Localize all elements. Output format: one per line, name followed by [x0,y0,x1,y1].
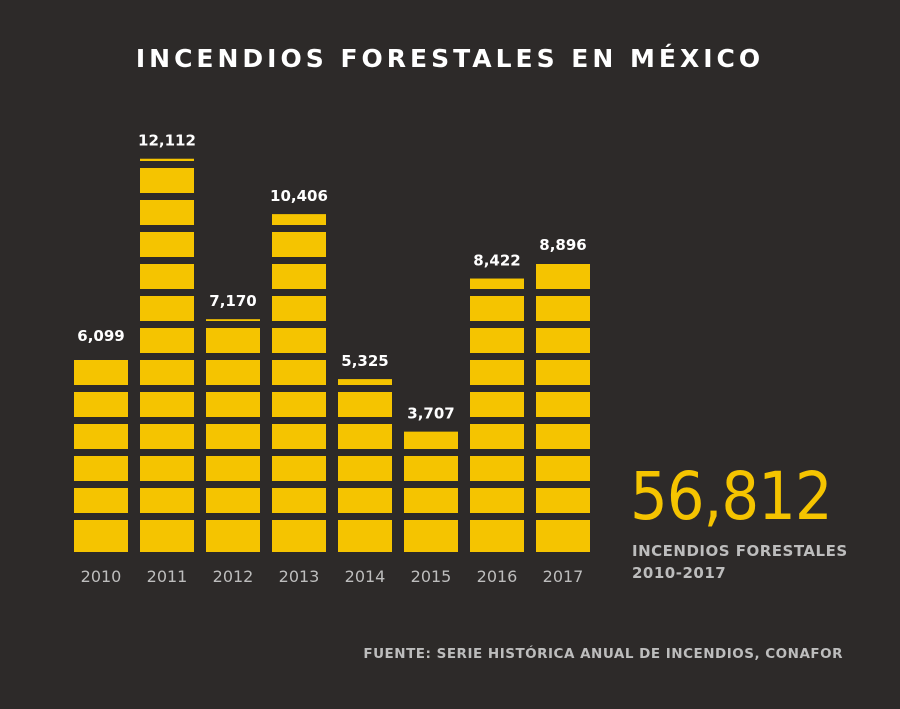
bar-fill [470,278,524,552]
bar-stripe [140,513,194,520]
bar-stripe [272,449,326,456]
bars-group [74,158,590,552]
bar-stripe [470,321,524,328]
bar-stripe [272,417,326,424]
bar-stripe [470,289,524,296]
value-label: 10,406 [270,187,328,205]
bar-stripe [140,257,194,264]
bar-stripe [140,449,194,456]
chart-title: INCENDIOS FORESTALES EN MÉXICO [135,44,765,73]
total-label-line2: 2010-2017 [632,564,727,582]
bar-stripe [74,513,128,520]
total-label: INCENDIOS FORESTALES 2010-2017 [632,540,848,584]
bar-stripe [140,417,194,424]
bar-stripe [470,481,524,488]
bar-stripe [470,513,524,520]
bar-2015 [404,431,458,552]
bar-stripe [206,513,260,520]
bar-stripe [272,225,326,232]
bar-stripe [536,481,590,488]
source-note: FUENTE: SERIE HISTÓRICA ANUAL DE INCENDI… [363,646,843,662]
bar-stripe [206,385,260,392]
bar-fill [338,379,392,552]
bar-stripe [140,385,194,392]
bar-stripe [338,449,392,456]
bar-stripe [272,481,326,488]
bar-stripe [206,417,260,424]
bar-stripe [272,257,326,264]
bar-stripe [272,385,326,392]
value-labels-group: 6,099 12,112 7,170 10,406 5,325 3,707 8,422 8,8… [77,132,586,423]
bar-stripe [272,353,326,360]
bar-stripe [404,449,458,456]
bar-stripe [140,353,194,360]
bar-stripe [338,481,392,488]
bar-2011 [140,158,194,552]
bar-stripe [404,513,458,520]
bar-stripe [140,225,194,232]
value-label: 3,707 [407,405,454,423]
bar-stripe [206,449,260,456]
bar-2010 [74,353,128,552]
bar-stripe [206,321,260,328]
bar-stripe [470,449,524,456]
bar-stripe [536,353,590,360]
bar-2012 [206,319,260,552]
value-label: 8,422 [473,252,520,270]
bar-stripe [272,289,326,296]
bar-stripe [74,449,128,456]
year-label: 2016 [477,567,518,586]
bar-stripe [536,417,590,424]
year-label: 2012 [213,567,254,586]
value-label: 5,325 [341,352,388,370]
bar-stripe [140,321,194,328]
year-label: 2013 [279,567,320,586]
bar-stripe [536,257,590,264]
value-label: 7,170 [209,292,256,310]
total-value: 56,812 [630,458,833,535]
bar-2013 [272,214,326,552]
bar-stripe [470,385,524,392]
bar-2016 [470,278,524,552]
value-label: 6,099 [77,327,124,345]
year-label: 2014 [345,567,386,586]
year-label: 2017 [543,567,584,586]
bar-2017 [536,257,590,552]
bar-stripe [536,449,590,456]
bar-stripe [470,353,524,360]
bar-stripe [338,385,392,392]
bar-stripe [470,417,524,424]
value-label: 8,896 [539,236,586,254]
bar-stripe [536,513,590,520]
total-label-line1: INCENDIOS FORESTALES [632,542,848,560]
bar-stripe [74,481,128,488]
bar-stripe [338,417,392,424]
bar-stripe [140,481,194,488]
bar-stripe [536,385,590,392]
bar-fill [272,214,326,552]
bar-stripe [74,353,128,360]
bar-stripe [140,161,194,168]
year-labels-group: 2010 2011 2012 2013 2014 2015 2016 2017 [81,567,584,586]
bar-stripe [404,481,458,488]
year-label: 2011 [147,567,188,586]
bar-stripe [206,481,260,488]
bar-stripe [338,513,392,520]
year-label: 2015 [411,567,452,586]
bar-stripe [272,513,326,520]
bar-stripe [74,417,128,424]
bar-2014 [338,379,392,552]
bar-stripe [206,353,260,360]
bar-fill [536,263,590,552]
bar-stripe [272,321,326,328]
bar-stripe [140,289,194,296]
bar-stripe [140,193,194,200]
bar-stripe [536,289,590,296]
bar-stripe [536,321,590,328]
bar-stripe [74,385,128,392]
value-label: 12,112 [138,132,196,150]
year-label: 2010 [81,567,122,586]
